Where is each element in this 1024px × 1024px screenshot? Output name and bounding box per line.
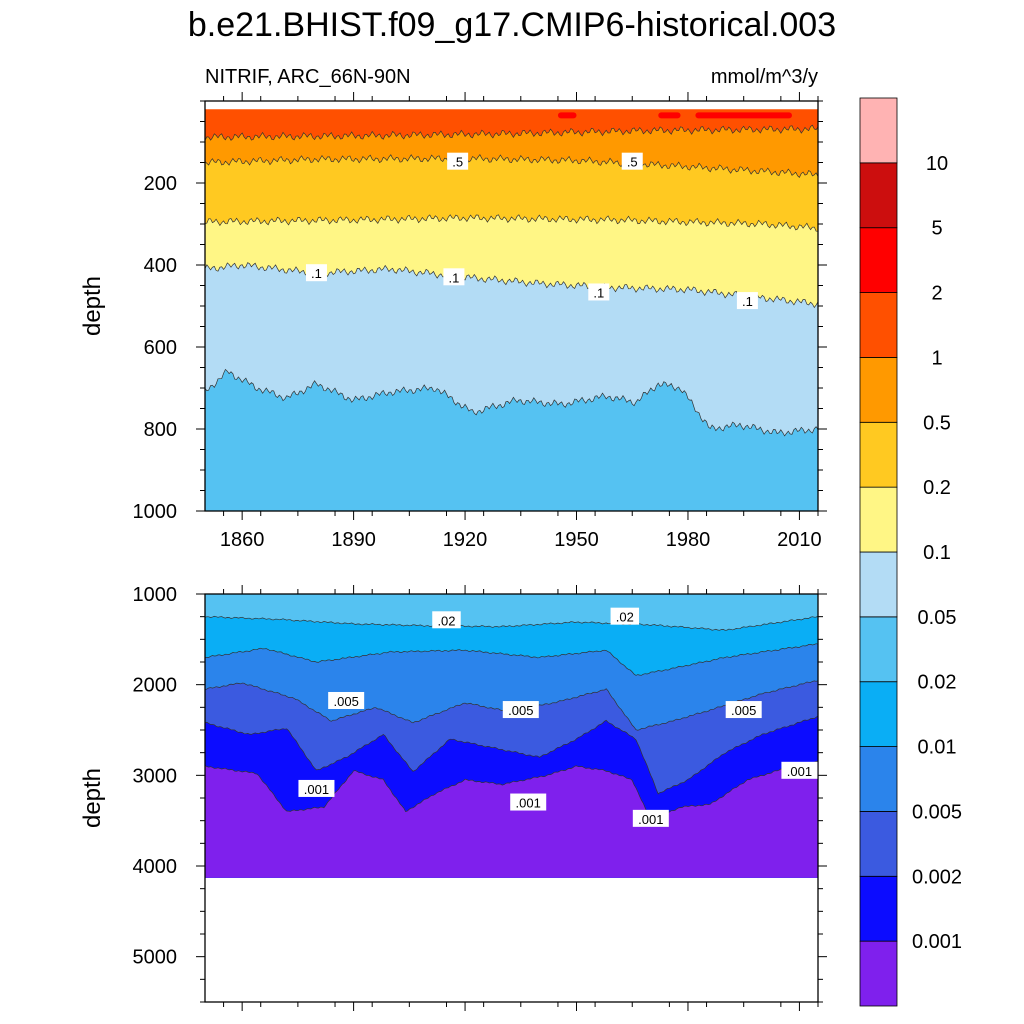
contour-label: .1 — [588, 283, 610, 301]
y-tick-label: 1000 — [133, 501, 178, 523]
contour-line-1 — [205, 124, 818, 141]
colorbar-swatch — [859, 292, 898, 358]
upper-depth-panel: 1860 1890 1920 1950 1980 2010 200 400 600 800 1000… — [79, 92, 827, 551]
contour-band-2-patch — [695, 112, 792, 119]
y-tick-label: 800 — [144, 419, 177, 441]
contour-label: .5 — [621, 152, 643, 170]
svg-text:.1: .1 — [742, 294, 753, 309]
contour-line-0p01 — [205, 643, 818, 676]
contour-label: .005 — [725, 701, 762, 719]
colorbar-label: 0.001 — [912, 931, 962, 953]
x-tick-label: 2010 — [777, 529, 822, 551]
colorbar-label: 0.5 — [923, 412, 951, 434]
contour-label: .001 — [632, 809, 669, 827]
x-tick-label: 1860 — [220, 529, 265, 551]
contour-line-0p05 — [205, 368, 818, 437]
x-tick-label: 1980 — [666, 529, 711, 551]
y-tick-label: 2000 — [133, 675, 178, 697]
colorbar-swatch — [859, 97, 898, 164]
colorbar-swatch — [859, 746, 898, 812]
colorbar-label: 2 — [931, 283, 942, 305]
y-tick-label: 5000 — [133, 947, 178, 969]
colorbar-swatch — [859, 357, 898, 423]
y-tick-label: 1000 — [133, 584, 178, 606]
contour-band-0p001 — [205, 761, 818, 878]
contour-line-0p2 — [205, 214, 818, 232]
units-label: mmol/m^3/y — [711, 66, 818, 88]
y-tick-label: 4000 — [133, 856, 178, 878]
contour-label: .001 — [510, 793, 547, 811]
variable-region-label: NITRIF, ARC_66N-90N — [205, 66, 411, 88]
colorbar-label: 0.02 — [918, 672, 957, 694]
y-tick-label: 3000 — [133, 765, 178, 787]
colorbar-swatch — [859, 875, 898, 942]
svg-text:.1: .1 — [448, 270, 459, 285]
svg-text:.5: .5 — [452, 155, 463, 170]
colorbar-label: 0.002 — [912, 866, 962, 888]
contour-line-0p5 — [205, 154, 818, 178]
contour-label: .001 — [298, 779, 335, 797]
colorbar-label: 0.1 — [923, 542, 951, 564]
contour-label: .02 — [432, 611, 461, 629]
contour-band-0p05 — [205, 369, 818, 511]
lower-depth-panel: 1000 2000 3000 4000 5000 depth .02 .02 .005 .005.… — [79, 584, 827, 1011]
colorbar-swatch — [859, 940, 898, 1007]
svg-text:.02: .02 — [616, 610, 634, 625]
contour-label: .005 — [328, 691, 365, 709]
svg-text:.1: .1 — [311, 266, 322, 281]
colorbar-label: 10 — [926, 153, 948, 175]
contour-label: .1 — [443, 268, 465, 286]
svg-text:.001: .001 — [516, 796, 541, 811]
colorbar-swatch — [859, 551, 898, 618]
x-tick-label: 1920 — [443, 529, 488, 551]
colorbar-label: 1 — [931, 347, 942, 369]
colorbar-label: 5 — [931, 218, 942, 240]
colorbar-swatch — [859, 421, 898, 488]
svg-text:.001: .001 — [304, 782, 329, 797]
colorbar-swatch — [859, 162, 898, 229]
colorbar-swatch — [859, 227, 898, 293]
svg-text:.001: .001 — [638, 812, 663, 827]
contour-line-0p002 — [205, 715, 818, 795]
contour-band-2-patch — [658, 112, 681, 119]
y-axis-label: depth — [79, 768, 106, 828]
y-tick-label: 200 — [144, 173, 177, 195]
svg-text:.5: .5 — [627, 155, 638, 170]
colorbar-swatch — [859, 616, 898, 683]
contour-label: .001 — [781, 761, 818, 779]
y-tick-label: 400 — [144, 255, 177, 277]
contour-band-2-patch — [557, 112, 577, 119]
figure-title: b.e21.BHIST.f09_g17.CMIP6-historical.003 — [188, 6, 836, 44]
colorbar-label: 0.05 — [918, 607, 957, 629]
colorbar-label: 0.2 — [923, 477, 951, 499]
colorbar-swatch — [859, 811, 898, 877]
contour-label: .005 — [502, 701, 539, 719]
x-tick-label: 1890 — [331, 529, 376, 551]
contour-line-0p001 — [205, 761, 818, 821]
svg-text:.001: .001 — [787, 764, 812, 779]
colorbar-swatch — [859, 681, 898, 747]
y-axis-label: depth — [79, 276, 106, 336]
contour-line-0p02 — [205, 615, 818, 631]
svg-text:.005: .005 — [334, 694, 359, 709]
x-tick-label: 1950 — [554, 529, 599, 551]
contour-label: .5 — [447, 152, 469, 170]
svg-text:.02: .02 — [437, 613, 455, 628]
svg-text:.1: .1 — [593, 285, 604, 300]
colorbar-swatch — [859, 486, 898, 553]
colorbar-label: 0.005 — [912, 801, 962, 823]
svg-text:.005: .005 — [731, 703, 756, 718]
contour-label: .1 — [736, 292, 758, 310]
y-tick-label: 600 — [144, 337, 177, 359]
svg-text:.005: .005 — [508, 703, 533, 718]
colorbar-label: 0.01 — [918, 737, 957, 759]
contour-label: .02 — [610, 607, 640, 625]
contour-label: .1 — [305, 264, 327, 282]
colorbar: 0.001 0.002 0.005 0.01 0.02 0.05 0.1 0.2 0.5 1 2 5 1… — [859, 97, 962, 1007]
